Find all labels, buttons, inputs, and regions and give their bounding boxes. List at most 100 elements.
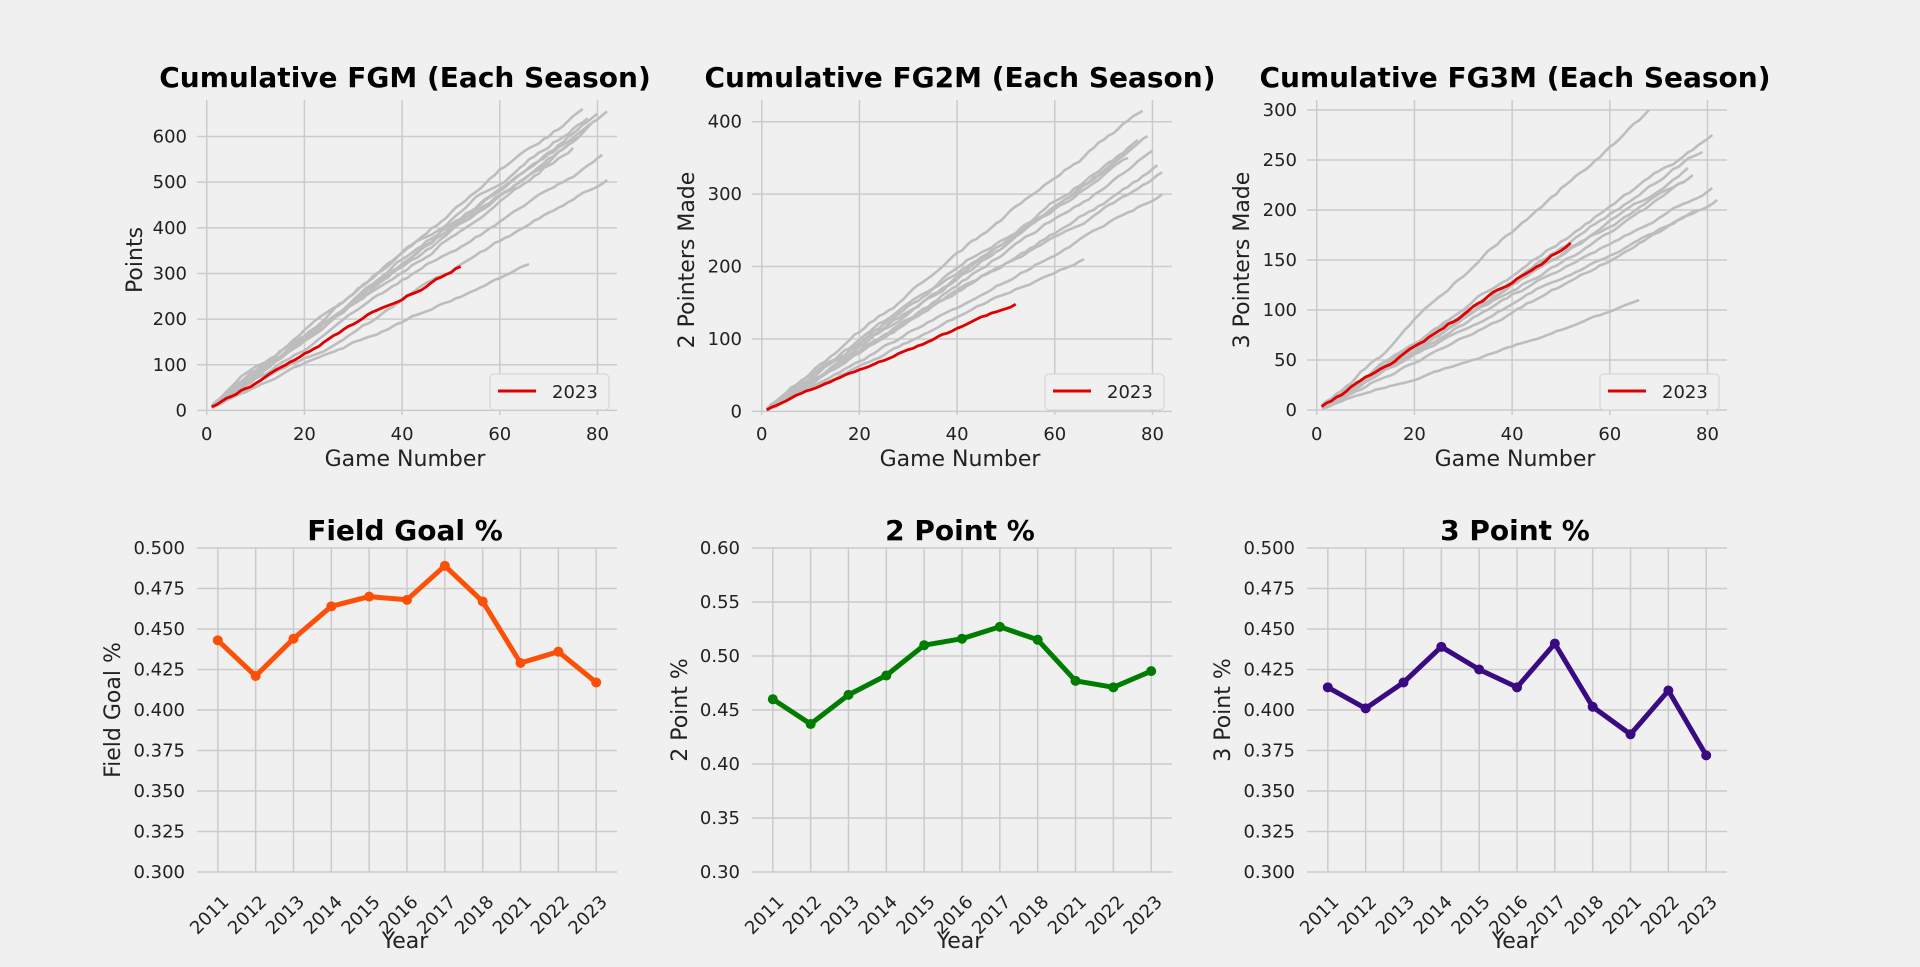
x-tick-label: 2014 [1410,892,1457,939]
x-axis-label: Year [381,929,430,954]
y-tick-labels: 0.300 0.325 0.350 0.375 0.400 0.425 0.450 0.475… [1243,538,1295,883]
x-tick-label: 0 [1311,424,1322,445]
x-tick-label: 2022 [1637,892,1684,939]
x-tick-label: 2012 [1334,892,1381,939]
x-tick-label: 2015 [892,892,939,939]
season-line [766,171,1163,411]
x-tick-label: 2015 [1447,892,1494,939]
legend: 2023 [1044,373,1165,411]
legend-label: 2023 [552,382,598,403]
data-point [1625,729,1636,740]
x-tick-label: 2015 [337,892,384,939]
season-line [1321,198,1718,409]
pct-line [767,621,1157,730]
y-tick-label: 0.325 [1243,822,1295,843]
y-tick-label: 0.35 [700,808,740,829]
x-tick-label: 80 [1696,424,1719,445]
season-line [1321,174,1694,409]
y-tick-label: 0.300 [133,862,185,883]
y-axis-label: 2 Pointers Made [675,172,700,349]
season-line [765,138,1139,410]
legend: 2023 [1599,373,1720,411]
data-point [591,677,602,688]
season-line [211,263,530,410]
y-tick-label: 0.375 [133,741,185,762]
highlight-line [1320,241,1572,408]
chart-cumulative-fg2m: Cumulative FG2M (Each Season) 0 20 40 60 80 … [675,61,1216,472]
legend-box [489,373,610,411]
highlight-line [211,265,462,409]
pct-line [1322,638,1712,761]
x-tick-label: 2014 [855,892,902,939]
y-tick-label: 100 [1263,300,1297,321]
y-tick-label: 200 [1263,200,1297,221]
y-tick-label: 0.30 [700,862,740,883]
data-point [1070,675,1081,686]
data-point [1663,685,1674,696]
y-tick-labels: 0 100 200 300 400 [708,112,742,423]
chart-cumulative-fgm: Cumulative FGM (Each Season) 0 20 40 60 80 0… [123,61,651,472]
x-tick-labels: 0 20 40 60 80 [201,424,609,445]
data-point [1512,682,1522,693]
data-point [1108,682,1119,693]
x-tick-label: 2022 [1082,892,1129,939]
y-tick-label: 0.325 [133,822,185,843]
y-tick-label: 0.475 [1243,579,1295,600]
data-point [439,560,450,571]
season-line-2023 [765,302,1017,412]
data-point [767,694,778,705]
y-tick-label: 0.300 [1243,862,1295,883]
y-tick-label: 0.450 [1243,619,1295,640]
x-tick-label: 2018 [1006,892,1053,939]
y-tick-label: 0.425 [133,660,185,681]
x-tick-label: 40 [946,424,969,445]
data-point [1549,638,1560,649]
y-tick-label: 300 [708,184,742,205]
y-tick-label: 0 [176,400,187,421]
x-tick-label: 80 [1141,424,1164,445]
data-point [805,719,816,730]
y-tick-label: 0.350 [1243,781,1295,802]
x-tick-label: 2021 [489,892,536,939]
data-point [250,670,261,681]
data-point [994,621,1005,632]
chart-field-goal-pct: Field Goal % 201120122013201420152016201… [101,514,617,954]
chart-title: Cumulative FG2M (Each Season) [704,61,1215,94]
season-line-2023 [1320,241,1572,408]
y-tick-label: 0.500 [1243,538,1295,559]
grid [752,100,1172,415]
x-tick-label: 2023 [564,892,611,939]
data-point [1587,701,1598,712]
legend-label: 2023 [1107,382,1153,403]
y-tick-label: 50 [1274,350,1297,371]
season-line [765,193,1164,411]
data-point [1146,666,1157,677]
y-tick-label: 300 [153,263,187,284]
x-tick-labels: 0 20 40 60 80 [1311,424,1719,445]
x-tick-label: 60 [488,424,511,445]
x-tick-label: 2018 [1561,892,1608,939]
season-line [1321,298,1640,410]
x-tick-label: 2021 [1044,892,1091,939]
y-tick-label: 0.50 [700,646,740,667]
data-point [843,689,854,700]
y-tick-labels: 0.30 0.35 0.40 0.45 0.50 0.55 0.60 [700,538,740,883]
season-line [765,149,1154,411]
y-tick-label: 0 [731,401,742,422]
y-tick-label: 0.45 [700,700,740,721]
data-point [1032,634,1043,645]
x-tick-label: 2023 [1119,892,1166,939]
y-tick-label: 0.400 [1243,700,1295,721]
season-line [1320,109,1650,407]
chart-cumulative-fg3m: Cumulative FG3M (Each Season) 0 20 40 60 80 … [1230,61,1771,472]
y-tick-label: 0.500 [133,538,185,559]
season-line [210,108,584,407]
x-tick-label: 2011 [186,892,233,939]
data-point [1474,664,1485,675]
y-tick-label: 0.40 [700,754,740,775]
chart-two-point-pct: 2 Point % 201120122013201420152016201720… [668,514,1172,954]
x-tick-label: 40 [1501,424,1524,445]
y-tick-label: 100 [708,329,742,350]
y-tick-label: 0.55 [700,592,740,613]
